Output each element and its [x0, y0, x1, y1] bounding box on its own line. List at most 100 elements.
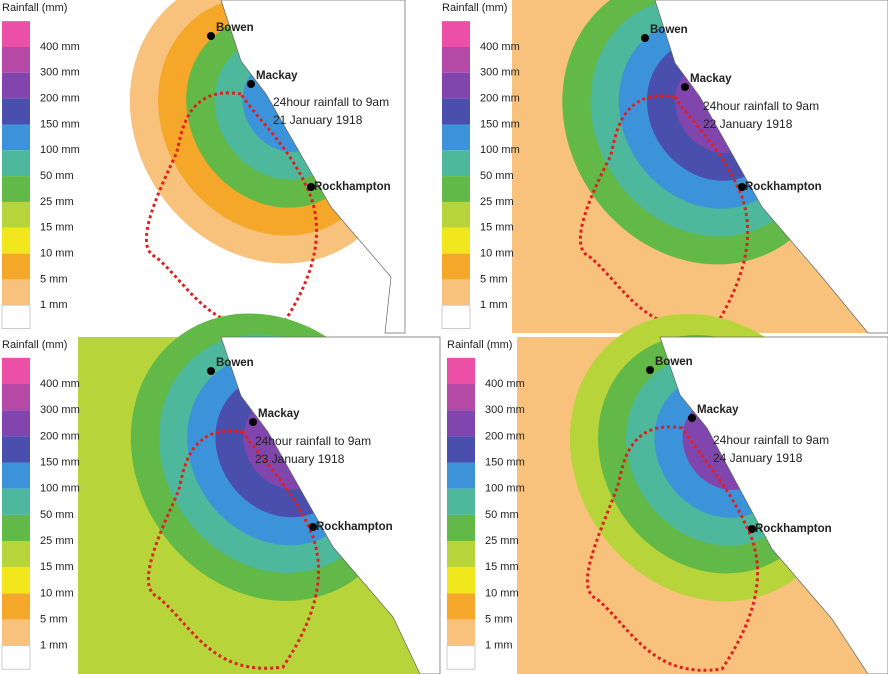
- legend-label: 300 mm: [40, 404, 80, 416]
- legend-swatch: [2, 462, 30, 489]
- city-label: Mackay: [690, 73, 732, 85]
- legend-title: Rainfall (mm): [447, 339, 512, 351]
- legend-swatch: [2, 279, 30, 306]
- legend-swatch: [2, 436, 30, 463]
- legend-label: 5 mm: [485, 613, 513, 625]
- legend-swatch: [442, 176, 470, 202]
- legend-swatch: [447, 593, 475, 620]
- legend-swatch: [447, 436, 475, 463]
- legend-label: 5 mm: [40, 273, 68, 285]
- legend-label: 1 mm: [40, 299, 68, 311]
- city-dot: [738, 183, 746, 191]
- legend-swatch: [2, 541, 30, 568]
- legend-label: 100 mm: [480, 144, 520, 156]
- legend-label: 50 mm: [480, 170, 514, 182]
- legend-swatch: [446, 645, 476, 670]
- city-label: Bowen: [650, 24, 688, 36]
- city-dot: [207, 367, 215, 375]
- legend-swatch: [1, 645, 31, 670]
- legend-label: 10 mm: [485, 587, 519, 599]
- city-dot: [307, 183, 315, 191]
- legend-swatch: [442, 150, 470, 177]
- legend-swatch: [2, 619, 30, 646]
- legend-label: 15 mm: [480, 222, 514, 234]
- legend-swatch: [2, 124, 30, 151]
- legend-swatch: [442, 124, 470, 151]
- basin-boundary: [578, 94, 750, 330]
- legend-label: 300 mm: [40, 67, 80, 79]
- sea: [220, 336, 441, 674]
- legend-label: 200 mm: [40, 430, 80, 442]
- legend-swatch: [442, 72, 470, 99]
- legend-swatch: [442, 279, 470, 306]
- legend-swatch: [2, 384, 30, 411]
- legend-swatch: [447, 514, 475, 542]
- legend-swatch: [1, 304, 31, 330]
- city-label: Bowen: [216, 22, 254, 34]
- legend-swatch: [2, 150, 30, 177]
- legend-swatch: [447, 567, 475, 594]
- legend-swatch: [2, 201, 30, 228]
- legend-swatch: [447, 357, 475, 384]
- legend-label: 5 mm: [480, 273, 508, 285]
- legend-swatch: [2, 72, 30, 99]
- legend-label: 150 mm: [40, 456, 80, 468]
- legend-swatch: [2, 514, 30, 542]
- legend-label: 200 mm: [480, 93, 520, 105]
- legend-label: 25 mm: [485, 535, 519, 547]
- map-panel: Rainfall (mm) 400 mm 300 mm 200 mm 150 mm 100…: [446, 313, 888, 674]
- caption: 23 January 1918: [255, 452, 345, 466]
- legend-label: 50 mm: [40, 509, 74, 521]
- legend-swatch: [2, 253, 30, 280]
- legend-label: 150 mm: [40, 118, 80, 130]
- city-dot: [207, 32, 215, 40]
- legend-swatch: [2, 593, 30, 620]
- legend-swatch: [447, 619, 475, 646]
- legend-swatch: [2, 410, 30, 437]
- legend-label: 200 mm: [40, 93, 80, 105]
- legend-label: 25 mm: [40, 535, 74, 547]
- legend-swatch: [442, 21, 470, 47]
- legend-label: 15 mm: [485, 561, 519, 573]
- legend-swatch: [447, 488, 475, 515]
- legend-label: 150 mm: [480, 118, 520, 130]
- legend-swatch: [442, 201, 470, 228]
- legend-label: 100 mm: [40, 144, 80, 156]
- city-dot: [309, 523, 317, 531]
- legend-label: 25 mm: [40, 196, 74, 208]
- legend-label: 10 mm: [480, 248, 514, 260]
- legend-label: 400 mm: [40, 41, 80, 53]
- city-label: Bowen: [216, 357, 254, 369]
- sea: [220, 0, 406, 334]
- city-dot: [681, 83, 689, 91]
- city-dot: [247, 80, 255, 88]
- basin-boundary: [146, 429, 321, 670]
- caption: 24hour rainfall to 9am: [703, 99, 819, 113]
- city-label: Mackay: [258, 408, 300, 420]
- city-label: Rockhampton: [316, 521, 393, 533]
- legend-label: 300 mm: [485, 404, 525, 416]
- legend-label: 15 mm: [40, 561, 74, 573]
- legend-label: 1 mm: [485, 640, 513, 652]
- caption: 24hour rainfall to 9am: [255, 434, 371, 448]
- city-dot: [641, 34, 649, 42]
- legend-swatch: [447, 410, 475, 437]
- legend-swatch: [442, 253, 470, 280]
- legend-swatch: [2, 47, 30, 73]
- legend-swatch: [2, 21, 30, 47]
- legend-swatch: [2, 567, 30, 594]
- basin-boundary: [585, 425, 760, 672]
- legend-swatch: [447, 384, 475, 411]
- city-label: Rockhampton: [745, 181, 822, 193]
- legend-swatch: [447, 541, 475, 568]
- city-label: Bowen: [655, 356, 693, 368]
- city-dot: [249, 418, 257, 426]
- sea: [659, 336, 888, 674]
- legend-title: Rainfall (mm): [2, 2, 67, 14]
- legend-label: 10 mm: [40, 248, 74, 260]
- legend-label: 10 mm: [40, 587, 74, 599]
- city-dot: [748, 525, 756, 533]
- legend-label: 100 mm: [485, 483, 525, 495]
- map-panel: Rainfall (mm) 400 mm 300 mm 200 mm 150 mm 100…: [1, 0, 406, 334]
